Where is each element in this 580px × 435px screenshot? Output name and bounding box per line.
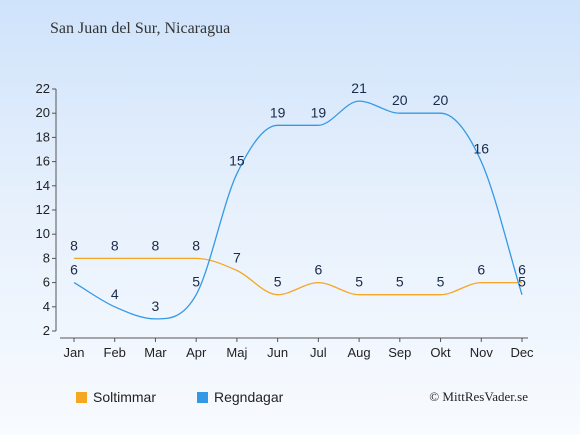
- data-label-regndagar: 5: [518, 274, 526, 290]
- data-label-regndagar: 19: [311, 104, 327, 120]
- x-tick-label: Feb: [104, 345, 126, 360]
- data-label-soltimmar: 8: [152, 237, 160, 253]
- legend-item-regndagar: Regndagar: [197, 389, 283, 405]
- axes: 2 4 6 8 10 12 14 16 18 20 22 Jan Feb Mar Apr Maj Jun Jul A…: [36, 81, 535, 360]
- data-label-regndagar: 21: [351, 80, 367, 96]
- y-tick-label: 14: [36, 178, 50, 193]
- y-tick-label: 18: [36, 129, 50, 144]
- chart-title: San Juan del Sur, Nicaragua: [50, 20, 231, 37]
- data-label-soltimmar: 8: [111, 237, 119, 253]
- y-tick-label: 22: [36, 81, 50, 96]
- x-tick-label: Jan: [64, 345, 85, 360]
- data-label-soltimmar: 8: [192, 237, 200, 253]
- x-tick-label: Mar: [144, 345, 167, 360]
- legend-swatch-regndagar: [197, 391, 208, 403]
- x-tick-label: Jun: [267, 345, 288, 360]
- y-tick-label: 4: [43, 299, 50, 314]
- y-tick-label: 2: [43, 323, 50, 338]
- copyright-text: © MittResVader.se: [429, 389, 528, 404]
- legend-swatch-soltimmar: [76, 391, 87, 403]
- data-label-soltimmar: 5: [437, 274, 445, 290]
- y-tick-label: 8: [43, 250, 50, 265]
- x-tick-label: Dec: [510, 345, 534, 360]
- x-tick-label: Jul: [310, 345, 327, 360]
- series-lines: [73, 100, 523, 320]
- data-label-regndagar: 3: [152, 298, 160, 314]
- data-label-soltimmar: 6: [518, 262, 526, 278]
- x-tick-label: Sep: [388, 345, 411, 360]
- y-tick-label: 12: [36, 202, 50, 217]
- data-label-regndagar: 16: [473, 141, 489, 157]
- data-label-soltimmar: 6: [477, 262, 485, 278]
- data-label-soltimmar: 5: [355, 274, 363, 290]
- data-label-regndagar: 15: [229, 153, 245, 169]
- data-label-regndagar: 20: [433, 92, 449, 108]
- data-label-soltimmar: 6: [314, 262, 322, 278]
- x-tick-label: Maj: [226, 345, 247, 360]
- y-tick-label: 6: [43, 275, 50, 290]
- y-tick-label: 20: [36, 105, 50, 120]
- legend-label-regndagar: Regndagar: [214, 389, 284, 405]
- data-label-regndagar: 20: [392, 92, 408, 108]
- legend-item-soltimmar: Soltimmar: [76, 389, 156, 405]
- data-label-soltimmar: 7: [233, 250, 241, 266]
- series-line-soltimmar: [74, 257, 522, 296]
- data-label-soltimmar: 5: [274, 274, 282, 290]
- x-tick-label: Nov: [470, 345, 494, 360]
- y-tick-label: 10: [36, 226, 50, 241]
- data-label-regndagar: 6: [70, 262, 78, 278]
- data-label-regndagar: 5: [192, 274, 200, 290]
- data-label-regndagar: 4: [111, 286, 119, 302]
- y-tick-label: 16: [36, 154, 50, 169]
- x-tick-label: Apr: [186, 345, 207, 360]
- series-line-regndagar: [73, 100, 523, 320]
- x-tick-label: Okt: [430, 345, 451, 360]
- legend-label-soltimmar: Soltimmar: [93, 389, 157, 405]
- data-label-soltimmar: 5: [396, 274, 404, 290]
- x-tick-label: Aug: [348, 345, 371, 360]
- data-label-regndagar: 19: [270, 104, 286, 120]
- data-label-soltimmar: 8: [70, 237, 78, 253]
